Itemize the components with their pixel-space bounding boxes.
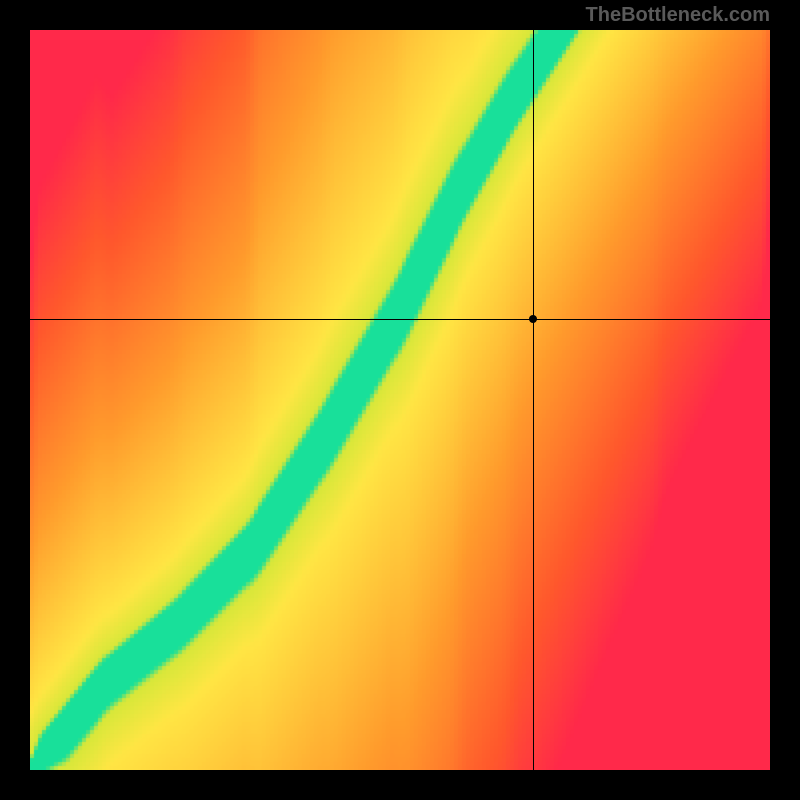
heatmap-canvas [30, 30, 770, 770]
plot-area [30, 30, 770, 770]
data-point-marker [529, 315, 537, 323]
crosshair-horizontal [30, 319, 770, 320]
watermark-text: TheBottleneck.com [586, 4, 770, 27]
crosshair-vertical [533, 30, 534, 770]
